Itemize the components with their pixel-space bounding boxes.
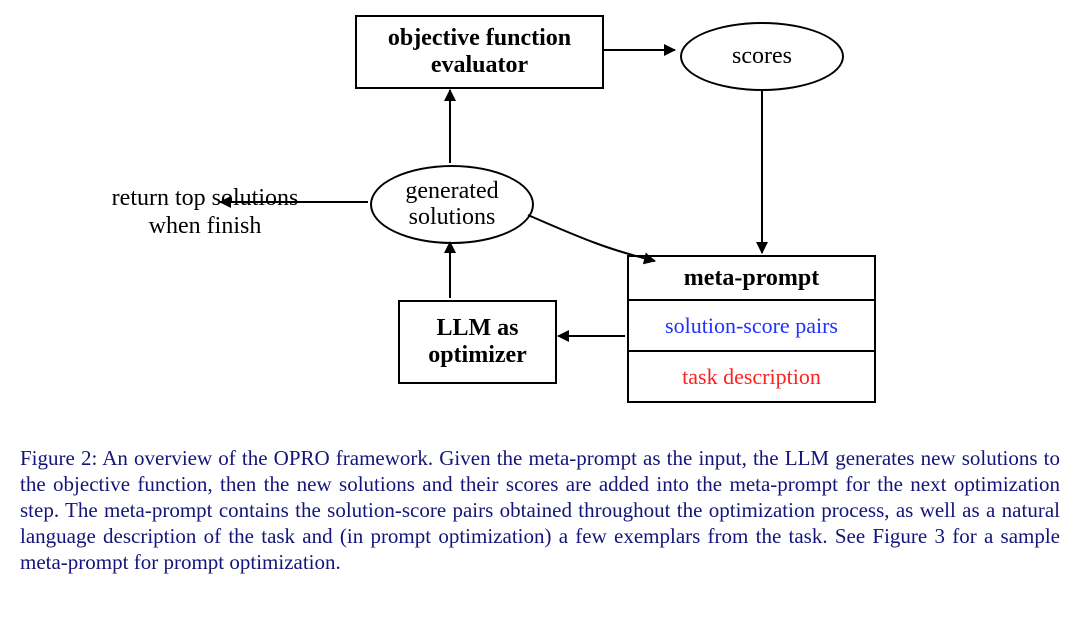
generated-line2: solutions [409, 205, 496, 230]
evaluator-line1: objective function [388, 25, 571, 52]
meta-prompt-header-text: meta-prompt [684, 265, 820, 292]
return-label: return top solutions when finish [85, 185, 325, 240]
node-meta-prompt: meta-prompt solution-score pairs task de… [627, 255, 876, 403]
evaluator-line2: evaluator [431, 52, 528, 79]
llm-line1: LLM as [436, 315, 518, 342]
meta-prompt-header: meta-prompt [629, 257, 874, 301]
node-scores: scores [680, 22, 844, 91]
node-generated-solutions: generated solutions [370, 165, 534, 244]
meta-prompt-row1-text: solution-score pairs [665, 313, 838, 339]
caption-text: Figure 2: An overview of the OPRO framew… [20, 446, 1060, 574]
opro-diagram: objective function evaluator scores gene… [90, 10, 990, 430]
generated-line1: generated [405, 179, 498, 204]
llm-line2: optimizer [428, 342, 527, 369]
return-line1: return top solutions [85, 185, 325, 213]
meta-prompt-row2-text: task description [682, 364, 821, 390]
node-llm-optimizer: LLM as optimizer [398, 300, 557, 384]
node-evaluator: objective function evaluator [355, 15, 604, 89]
figure-caption: Figure 2: An overview of the OPRO framew… [20, 445, 1060, 575]
meta-prompt-row1: solution-score pairs [629, 301, 874, 352]
return-line2: when finish [85, 213, 325, 241]
meta-prompt-row2: task description [629, 352, 874, 401]
scores-label: scores [732, 43, 792, 70]
